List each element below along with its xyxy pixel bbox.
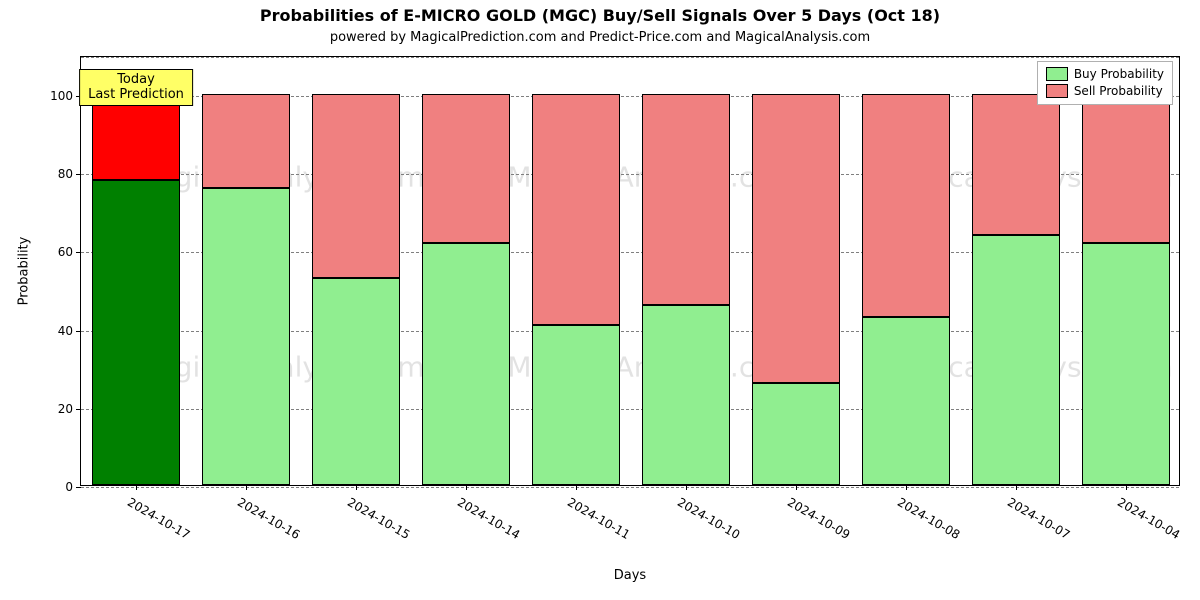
bar-buy: [642, 305, 730, 485]
bar-sell: [202, 94, 290, 188]
annotation-line: Today: [88, 72, 184, 88]
bar-group: [422, 55, 510, 485]
xtick-mark: [356, 485, 357, 490]
bar-buy: [752, 383, 840, 485]
legend-label: Buy Probability: [1074, 66, 1164, 83]
ytick-label: 0: [65, 480, 81, 494]
legend-swatch: [1046, 67, 1068, 81]
ytick-label: 60: [58, 245, 81, 259]
xtick-label: 2024-10-15: [345, 495, 412, 542]
legend-entry: Buy Probability: [1046, 66, 1164, 83]
x-axis-label: Days: [80, 568, 1180, 583]
xtick-label: 2024-10-08: [895, 495, 962, 542]
bar-buy: [862, 317, 950, 485]
xtick-mark: [246, 485, 247, 490]
xtick-mark: [796, 485, 797, 490]
xtick-mark: [906, 485, 907, 490]
chart-title: Probabilities of E-MICRO GOLD (MGC) Buy/…: [0, 6, 1200, 25]
ytick-label: 20: [58, 402, 81, 416]
bar-sell: [1082, 94, 1170, 243]
bar-buy: [422, 243, 510, 485]
xtick-label: 2024-10-07: [1005, 495, 1072, 542]
ytick-label: 100: [50, 89, 81, 103]
bar-sell: [92, 94, 180, 180]
ytick-label: 40: [58, 324, 81, 338]
legend-label: Sell Probability: [1074, 83, 1163, 100]
chart-subtitle: powered by MagicalPrediction.com and Pre…: [0, 30, 1200, 45]
ytick-label: 80: [58, 167, 81, 181]
bar-sell: [312, 94, 400, 278]
xtick-label: 2024-10-14: [455, 495, 522, 542]
bar-group: [202, 55, 290, 485]
legend-swatch: [1046, 84, 1068, 98]
bar-sell: [752, 94, 840, 383]
bar-group: [532, 55, 620, 485]
xtick-mark: [136, 485, 137, 490]
xtick-label: 2024-10-16: [235, 495, 302, 542]
bar-buy: [92, 180, 180, 485]
bar-buy: [972, 235, 1060, 485]
bar-buy: [312, 278, 400, 485]
bar-sell: [532, 94, 620, 325]
xtick-mark: [1016, 485, 1017, 490]
bar-group: [752, 55, 840, 485]
bar-sell: [862, 94, 950, 317]
plot-area: MagicalAnalysis.comMagicalAnalysis.comMa…: [80, 56, 1180, 486]
bar-sell: [642, 94, 730, 305]
bar-group: [862, 55, 950, 485]
bar-group: [1082, 55, 1170, 485]
xtick-label: 2024-10-09: [785, 495, 852, 542]
bar-buy: [202, 188, 290, 485]
bar-sell: [972, 94, 1060, 235]
bar-buy: [1082, 243, 1170, 485]
y-axis-label: Probability: [17, 237, 32, 306]
bar-group: [312, 55, 400, 485]
xtick-label: 2024-10-10: [675, 495, 742, 542]
legend: Buy ProbabilitySell Probability: [1037, 61, 1173, 105]
xtick-mark: [576, 485, 577, 490]
xtick-label: 2024-10-04: [1115, 495, 1182, 542]
figure: Probabilities of E-MICRO GOLD (MGC) Buy/…: [0, 0, 1200, 600]
today-annotation: TodayLast Prediction: [79, 69, 193, 106]
xtick-label: 2024-10-17: [125, 495, 192, 542]
bar-group: [92, 55, 180, 485]
annotation-line: Last Prediction: [88, 87, 184, 103]
xtick-mark: [466, 485, 467, 490]
xtick-mark: [686, 485, 687, 490]
xtick-label: 2024-10-11: [565, 495, 632, 542]
bar-buy: [532, 325, 620, 485]
bar-sell: [422, 94, 510, 243]
bar-group: [642, 55, 730, 485]
bar-group: [972, 55, 1060, 485]
xtick-mark: [1126, 485, 1127, 490]
legend-entry: Sell Probability: [1046, 83, 1164, 100]
